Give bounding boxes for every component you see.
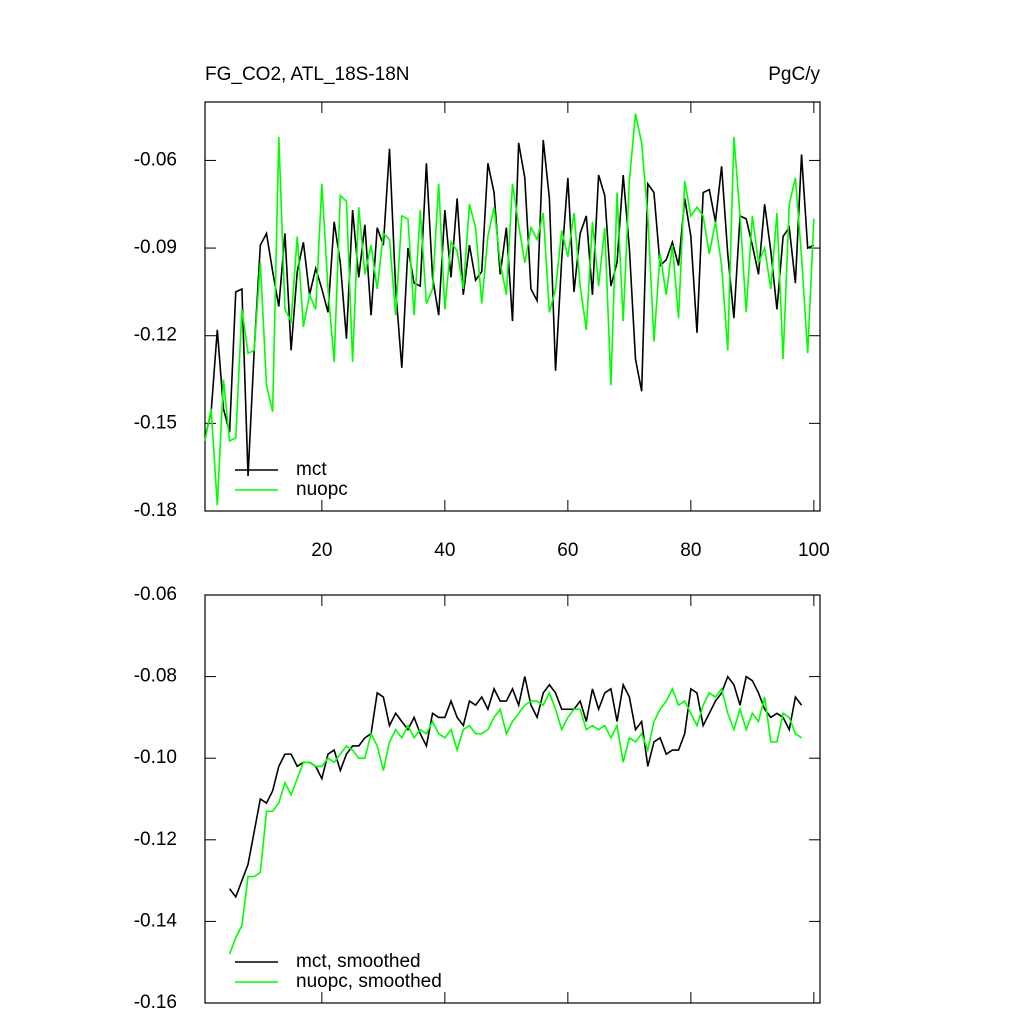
plot-frame xyxy=(204,594,821,1004)
series-line xyxy=(228,674,803,899)
title-right: PgC/y xyxy=(768,64,820,85)
plot-frame xyxy=(204,101,821,512)
y-tick-label: -0.14 xyxy=(134,910,178,931)
y-tick-label: -0.08 xyxy=(134,666,177,687)
title-left: FG_CO2, ATL_18S-18N xyxy=(205,64,410,85)
y-tick-label: -0.10 xyxy=(134,747,177,768)
y-tick-label: -0.15 xyxy=(134,412,177,433)
y-tick-label: -0.09 xyxy=(134,237,177,258)
series-line xyxy=(228,686,802,955)
y-tick-label: -0.16 xyxy=(134,992,177,1013)
y-tick-label: -0.06 xyxy=(134,149,177,170)
legend-label: nuopc xyxy=(296,479,348,500)
x-tick-label: 80 xyxy=(680,540,701,561)
series-line xyxy=(204,139,815,476)
x-tick-label: 60 xyxy=(557,540,578,561)
y-tick-label: -0.12 xyxy=(134,325,177,346)
x-tick-label: 40 xyxy=(434,540,455,561)
x-tick-label: 20 xyxy=(311,540,332,561)
legend-label: mct, smoothed xyxy=(296,951,421,972)
x-tick-label: 100 xyxy=(798,540,830,561)
legend-label: nuopc, smoothed xyxy=(296,971,442,992)
y-tick-label: -0.18 xyxy=(134,500,177,521)
legend-label: mct xyxy=(296,459,327,480)
y-tick-label: -0.06 xyxy=(134,584,177,605)
series-line xyxy=(204,113,815,506)
y-tick-label: -0.12 xyxy=(134,829,177,850)
